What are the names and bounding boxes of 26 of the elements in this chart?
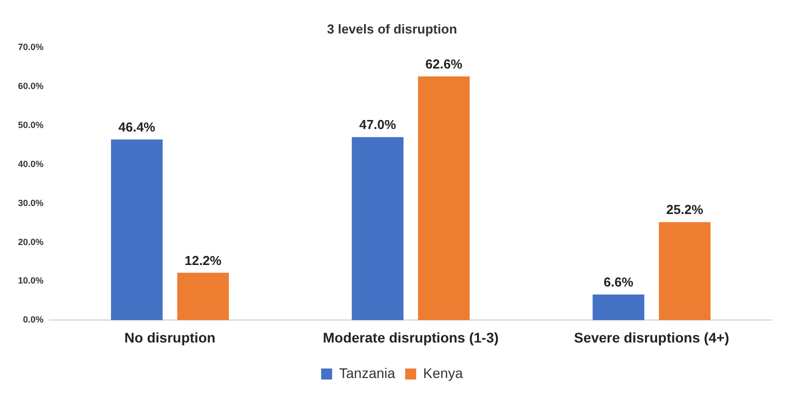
bar — [592, 294, 644, 320]
data-label: 25.2% — [666, 202, 704, 218]
data-label: 62.6% — [425, 56, 463, 72]
data-label: 6.6% — [604, 274, 634, 290]
y-tick-label: 30.0% — [18, 198, 44, 208]
data-label: 12.2% — [184, 252, 222, 268]
y-tick-label: 70.0% — [18, 42, 44, 52]
y-tick-label: 10.0% — [18, 276, 44, 286]
y-tick-label: 20.0% — [18, 236, 44, 247]
bar — [418, 76, 470, 320]
legend-label: Tanzania — [339, 364, 396, 381]
y-tick-label: 0.0% — [23, 314, 44, 325]
bar — [352, 137, 404, 320]
x-tick-label: No disruption — [124, 329, 216, 346]
bar — [177, 272, 229, 320]
x-tick-label: Severe disruptions (4+) — [574, 329, 730, 346]
y-tick-label: 60.0% — [18, 81, 44, 92]
chart-title: 3 levels of disruption — [326, 21, 458, 36]
data-label: 46.4% — [118, 120, 156, 135]
y-tick-label: 50.0% — [18, 120, 44, 130]
bar — [658, 222, 711, 320]
x-tick-label: Moderate disruptions (1-3) — [322, 329, 499, 346]
data-label: 47.0% — [359, 117, 397, 132]
bar — [110, 140, 163, 320]
y-tick-label: 40.0% — [18, 158, 44, 169]
legend-label: Kenya — [423, 364, 464, 381]
